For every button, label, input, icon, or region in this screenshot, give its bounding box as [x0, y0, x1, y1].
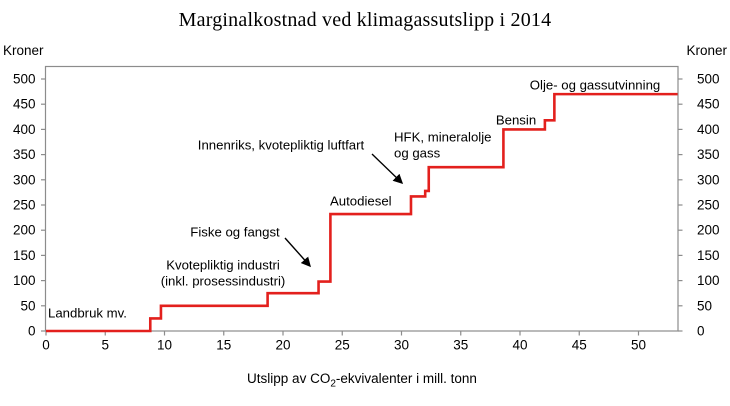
x-axis-title-subscript: 2 — [330, 378, 336, 390]
y-tick-label-right: 50 — [697, 298, 712, 313]
y-axis-title-left: Kroner — [3, 43, 44, 58]
x-tick-label: 40 — [512, 338, 527, 353]
y-tick-label-right: 500 — [697, 72, 720, 87]
x-axis-title-text-tail: -ekvivalenter i mill. tonn — [335, 371, 477, 386]
y-tick-label-left: 400 — [13, 122, 36, 137]
y-tick-label-left: 50 — [20, 298, 35, 313]
x-tick-label: 50 — [631, 338, 646, 353]
x-axis-title: Utslipp av CO2-ekvivalenter i mill. tonn — [46, 371, 678, 389]
y-tick-label-left: 300 — [13, 172, 36, 187]
x-tick-label: 15 — [216, 338, 231, 353]
chart-title: Marginalkostnad ved klimagassutslipp i 2… — [178, 9, 552, 31]
y-tick-label-left: 350 — [13, 147, 36, 162]
x-tick-label: 35 — [453, 338, 468, 353]
y-tick-label-right: 400 — [697, 122, 720, 137]
annotation-autodiesel: Autodiesel — [330, 194, 392, 209]
y-tick-label-left: 150 — [13, 248, 36, 263]
annotation-innenriks-kvotepliktig-luftfart: Innenriks, kvotepliktig luftfart — [198, 138, 365, 153]
y-tick-label-right: 100 — [697, 273, 720, 288]
y-axis-title-right: Kroner — [686, 43, 727, 58]
annotation-bensin: Bensin — [496, 113, 536, 128]
x-tick-label: 25 — [335, 338, 350, 353]
y-tick-label-left: 200 — [13, 223, 36, 238]
y-tick-label-right: 450 — [697, 97, 720, 112]
y-tick-label-right: 150 — [697, 248, 720, 263]
plot-frame — [44, 65, 679, 332]
y-tick-label-left: 250 — [13, 198, 36, 213]
x-tick-label: 10 — [157, 338, 172, 353]
x-tick-label: 5 — [101, 338, 109, 353]
y-tick-label-right: 350 — [697, 147, 720, 162]
annotation-landbruk-mv: Landbruk mv. — [48, 306, 127, 321]
step-line — [46, 92, 678, 333]
y-tick-label-right: 300 — [697, 172, 720, 187]
annotation-kvotepliktig-industri: Kvotepliktig industri (inkl. prosessindus… — [161, 258, 286, 289]
y-tick-label-left: 450 — [13, 97, 36, 112]
annotation-hfk-mineralolje-og-gass: HFK, mineralolje og gass — [394, 130, 491, 161]
x-tick-label: 45 — [572, 338, 587, 353]
y-tick-label-right: 200 — [697, 223, 720, 238]
annotation-olje-og-gassutvinning: Olje- og gassutvinning — [530, 78, 660, 93]
x-tick-label: 0 — [42, 338, 50, 353]
y-tick-label-right: 0 — [697, 324, 705, 339]
x-tick-label: 20 — [275, 338, 290, 353]
annotation-arrow-fiske-og-fangst — [284, 237, 311, 268]
y-tick-label-left: 100 — [13, 273, 36, 288]
y-tick-label-left: 500 — [13, 72, 36, 87]
annotation-fiske-og-fangst: Fiske og fangst — [190, 225, 280, 240]
x-tick-label: 30 — [394, 338, 409, 353]
x-axis-title-text: Utslipp av CO — [247, 371, 331, 386]
y-tick-label-right: 250 — [697, 198, 720, 213]
y-tick-label-left: 0 — [28, 324, 36, 339]
annotation-arrow-innenriks-kvotepliktig-luftfart — [371, 153, 404, 185]
